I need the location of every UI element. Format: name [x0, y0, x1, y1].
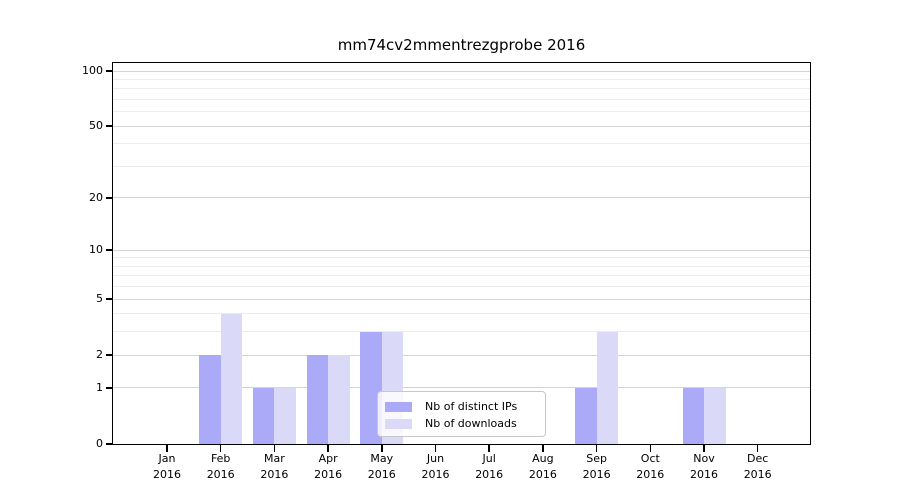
y-tick-label-50: 50 [89, 119, 103, 133]
legend: Nb of distinct IPs Nb of downloads [377, 391, 546, 437]
gridline-major-100 [113, 70, 810, 72]
gridline-major-20 [113, 197, 810, 199]
x-tick-label-nov: Nov 2016 [690, 452, 718, 481]
y-tick-label-20: 20 [89, 190, 103, 204]
gridline-minor-90 [113, 78, 810, 80]
gridline-major-5 [113, 298, 810, 300]
bar-ips-nov [682, 387, 704, 444]
bar-ips-feb [199, 355, 221, 444]
plot-area [112, 62, 811, 445]
x-tick-oct [649, 445, 652, 452]
y-tick-label-2: 2 [96, 348, 103, 362]
bar-ips-apr [306, 355, 329, 444]
bar-ips-may [360, 331, 382, 444]
x-tick-apr [327, 445, 329, 452]
bar-downloads-nov [704, 387, 726, 444]
y-tick-5 [106, 298, 113, 300]
x-tick-sep [595, 445, 598, 452]
x-tick-jun [434, 445, 437, 452]
x-tick-label-oct: Oct 2016 [636, 452, 665, 481]
y-tick-10 [106, 249, 113, 251]
x-tick-label-sep: Sep 2016 [582, 452, 611, 481]
bar-ips-mar [252, 387, 275, 444]
y-tick-50 [106, 125, 113, 127]
y-tick-label-100: 100 [82, 64, 103, 77]
y-tick-2 [106, 354, 113, 356]
x-tick-label-aug: Aug 2016 [528, 452, 557, 481]
gridline-minor-8 [113, 265, 810, 267]
gridline-minor-80 [113, 88, 810, 90]
chart-title: mm74cv2mmentrezgprobe 2016 [337, 36, 586, 54]
x-tick-dec [756, 445, 759, 452]
gridline-minor-40 [113, 143, 810, 145]
bar-downloads-feb [220, 313, 243, 444]
gridline-minor-9 [113, 257, 810, 259]
gridline-minor-30 [113, 165, 810, 167]
gridline-major-2 [113, 354, 810, 356]
legend-label-downloads: Nb of downloads [425, 417, 517, 430]
bar-downloads-sep [596, 331, 619, 444]
x-tick-jul [488, 445, 490, 452]
legend-label-distinct-ips: Nb of distinct IPs [425, 400, 518, 413]
gridline-minor-70 [113, 98, 810, 100]
x-tick-label-dec: Dec 2016 [743, 452, 772, 481]
legend-swatch-downloads [385, 418, 412, 429]
y-tick-label-0: 0 [96, 437, 103, 450]
x-tick-aug [542, 445, 544, 452]
gridline-major-10 [113, 249, 810, 251]
y-tick-20 [106, 197, 113, 199]
y-tick-label-1: 1 [96, 380, 103, 394]
x-tick-label-apr: Apr 2016 [314, 452, 343, 481]
legend-item-distinct-ips: Nb of distinct IPs [385, 398, 545, 415]
gridline-minor-4 [113, 313, 810, 315]
x-tick-label-feb: Feb 2016 [206, 452, 235, 481]
x-tick-label-jul: Jul 2016 [475, 452, 504, 481]
legend-swatch-distinct-ips [385, 401, 412, 412]
gridline-minor-7 [113, 275, 810, 277]
y-tick-100 [106, 70, 113, 72]
bar-ips-sep [575, 387, 597, 444]
x-tick-mar [273, 445, 276, 452]
x-tick-label-jan: Jan 2016 [153, 452, 181, 481]
y-tick-1 [106, 387, 113, 389]
y-tick-0 [106, 443, 113, 445]
x-tick-nov [703, 445, 705, 452]
y-tick-label-10: 10 [89, 243, 103, 257]
x-tick-label-jun: Jun 2016 [421, 452, 450, 481]
gridline-minor-60 [113, 111, 810, 113]
x-tick-jan [166, 445, 168, 452]
y-tick-label-5: 5 [96, 292, 103, 306]
gridline-major-1 [113, 387, 810, 389]
gridline-minor-3 [113, 331, 810, 333]
legend-item-downloads: Nb of downloads [385, 415, 545, 432]
bar-downloads-mar [274, 387, 296, 444]
x-tick-may [381, 445, 383, 452]
gridline-major-50 [113, 125, 810, 127]
x-tick-feb [219, 445, 222, 452]
gridline-minor-6 [113, 286, 810, 288]
bar-downloads-apr [328, 355, 350, 444]
x-tick-label-may: May 2016 [367, 452, 396, 481]
x-tick-label-mar: Mar 2016 [260, 452, 289, 481]
